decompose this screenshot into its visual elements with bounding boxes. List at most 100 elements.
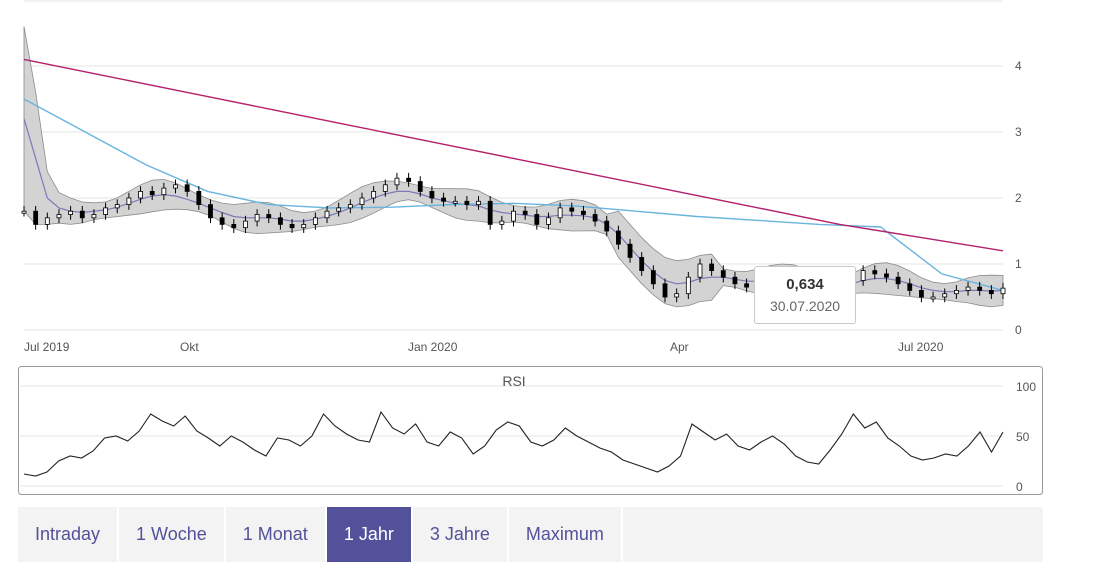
candle-body: [942, 293, 948, 298]
range-maximum-button[interactable]: Maximum: [508, 507, 623, 562]
rsi-frame: [18, 366, 1043, 495]
candle-body: [79, 210, 85, 219]
x-tick-label: Jul 2020: [898, 340, 944, 354]
candle-body: [359, 197, 365, 205]
rsi-line: [23, 410, 1004, 477]
candle-body: [452, 200, 458, 204]
x-tick-label: Apr: [670, 340, 689, 354]
y-tick-label: 0: [1015, 323, 1022, 337]
candle-body: [988, 289, 994, 295]
candle-body: [732, 276, 738, 285]
candle-body: [720, 270, 726, 278]
candle-body: [674, 293, 680, 298]
range-1-jahr-button[interactable]: 1 Jahr: [326, 507, 413, 562]
candle-body: [476, 200, 481, 206]
candle-body: [231, 223, 237, 229]
y-tick-label: 2: [1015, 191, 1022, 205]
candle-body: [208, 204, 213, 219]
candle-body: [581, 210, 586, 215]
candle-body: [33, 210, 39, 225]
candle-body: [627, 243, 633, 258]
candle-body: [592, 214, 598, 222]
candle-body: [907, 283, 913, 291]
candle-body: [312, 217, 318, 225]
candle-body: [534, 214, 540, 225]
candle-body: [650, 270, 656, 285]
range-3-jahre-button[interactable]: 3 Jahre: [412, 507, 509, 562]
y-tick-label: 1: [1015, 257, 1022, 271]
candle-body: [697, 263, 703, 278]
candle-body: [557, 207, 563, 219]
candle-body: [324, 210, 330, 219]
candle-body: [884, 273, 889, 278]
candle-body: [149, 190, 155, 196]
candle-body: [196, 190, 202, 205]
range-intraday-button[interactable]: Intraday: [18, 507, 120, 562]
candle-body: [278, 217, 283, 225]
candle-body: [184, 184, 190, 192]
tooltip-date: 30.07.2020: [769, 298, 841, 314]
range-1-woche-button[interactable]: 1 Woche: [119, 507, 226, 562]
candle-body: [429, 190, 435, 199]
candle-body: [919, 289, 924, 298]
y-tick-label: 4: [1015, 59, 1022, 73]
candle-body: [219, 217, 225, 225]
candle-body: [138, 190, 143, 199]
candle-body: [615, 230, 621, 245]
candle-body: [336, 207, 342, 212]
candle-body: [930, 296, 936, 300]
candle-body: [254, 214, 260, 222]
price-tooltip: 0,634 30.07.2020: [754, 266, 856, 324]
candle-body: [289, 223, 295, 229]
candle-body: [685, 276, 691, 295]
candle-body: [965, 286, 971, 291]
candle-body: [68, 210, 74, 215]
x-tick-label: Jul 2019: [24, 340, 70, 354]
range-1-monat-button[interactable]: 1 Monat: [225, 507, 327, 562]
rsi-y-tick-label: 50: [1016, 430, 1030, 444]
candle-body: [522, 210, 528, 215]
candle-body: [103, 207, 108, 215]
candle-body: [977, 286, 983, 291]
tooltip-value: 0,634: [786, 276, 824, 293]
price-chart: 0 1 2 3 4 Jul 2019 Okt Jan 2020 Apr Jul 2020: [21, 0, 1022, 354]
candle-body: [371, 190, 377, 199]
bollinger-band: [23, 26, 1004, 308]
rsi-y-tick-label: 100: [1016, 380, 1036, 394]
candle-body: [487, 200, 493, 225]
candle-body: [173, 184, 178, 189]
candle-body: [511, 210, 516, 222]
candle-body: [44, 217, 50, 225]
candle-body: [872, 270, 878, 275]
y-tick-label: 3: [1015, 125, 1022, 139]
candle-body: [394, 177, 400, 186]
candle-body: [499, 220, 505, 225]
rsi-title: RSI: [502, 373, 525, 389]
candle-body: [569, 207, 575, 212]
candle-body: [604, 220, 610, 232]
candle-body: [406, 177, 412, 182]
x-tick-label: Okt: [180, 340, 199, 354]
candle-body: [895, 276, 901, 285]
candle-body: [114, 204, 120, 209]
candle-body: [91, 214, 97, 219]
candle-body: [21, 210, 27, 214]
candle-body: [1000, 287, 1006, 295]
candle-body: [161, 187, 167, 196]
candle-body: [441, 197, 446, 202]
candle-body: [266, 214, 272, 219]
candle-body: [546, 217, 551, 225]
rsi-chart: 0 50 100 RSI: [18, 366, 1043, 495]
rsi-y-tick-label: 0: [1016, 480, 1023, 494]
x-tick-label: Jan 2020: [408, 340, 458, 354]
candle-body: [953, 289, 959, 295]
moving-average-line-3: [23, 58, 1004, 252]
candle-body: [464, 200, 470, 206]
candle-body: [860, 270, 866, 281]
candle-body: [382, 184, 388, 192]
candle-body: [56, 214, 62, 219]
candle-body: [243, 220, 248, 229]
candle-body: [301, 223, 307, 229]
candle-body: [417, 181, 423, 192]
candle-body: [347, 204, 353, 209]
